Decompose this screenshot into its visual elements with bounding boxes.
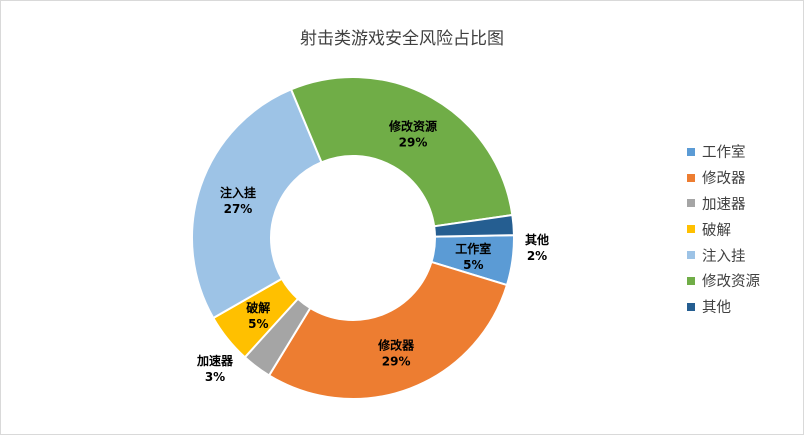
legend-item: 修改资源 bbox=[687, 268, 760, 294]
slice-修改器 bbox=[267, 260, 509, 400]
legend-swatch bbox=[687, 199, 695, 208]
legend-swatch bbox=[687, 276, 695, 285]
data-label-value: 27% bbox=[224, 202, 253, 216]
data-label-name: 注入挂 bbox=[220, 185, 256, 200]
legend-item: 加速器 bbox=[687, 191, 760, 217]
data-label-name: 其他 bbox=[525, 232, 549, 247]
data-label-value: 29% bbox=[399, 135, 428, 149]
legend-label: 修改资源 bbox=[702, 274, 760, 291]
data-label-value: 29% bbox=[382, 355, 411, 369]
data-label-value: 5% bbox=[248, 317, 268, 331]
data-label-name: 工作室 bbox=[455, 241, 491, 256]
slice-修改资源 bbox=[289, 76, 514, 228]
data-label-name: 修改器 bbox=[377, 338, 415, 353]
legend-item: 其他 bbox=[687, 294, 760, 320]
legend-label: 其他 bbox=[702, 300, 731, 317]
legend-swatch bbox=[687, 302, 695, 311]
slice-其他 bbox=[433, 213, 515, 238]
data-label-value: 2% bbox=[527, 249, 547, 263]
chart-legend: 工作室修改器加速器破解注入挂修改资源其他 bbox=[687, 139, 760, 320]
data-label-value: 3% bbox=[205, 370, 225, 384]
legend-swatch bbox=[687, 147, 695, 156]
legend-item: 修改器 bbox=[687, 165, 760, 191]
data-label-name: 修改资源 bbox=[388, 118, 437, 133]
chart-title: 射击类游戏安全风险占比图 bbox=[300, 29, 504, 49]
legend-item: 破解 bbox=[687, 216, 760, 242]
slice-注入挂 bbox=[191, 88, 323, 320]
legend-label: 注入挂 bbox=[702, 248, 746, 265]
legend-label: 工作室 bbox=[702, 145, 746, 162]
legend-label: 破解 bbox=[702, 222, 731, 239]
legend-label: 修改器 bbox=[702, 171, 746, 188]
data-label-name: 破解 bbox=[246, 300, 270, 315]
legend-swatch bbox=[687, 251, 695, 260]
legend-swatch bbox=[687, 225, 695, 234]
legend-swatch bbox=[687, 173, 695, 182]
data-label-name: 加速器 bbox=[196, 353, 234, 368]
legend-item: 注入挂 bbox=[687, 242, 760, 268]
legend-item: 工作室 bbox=[687, 139, 760, 165]
data-label-value: 5% bbox=[463, 258, 483, 272]
legend-label: 加速器 bbox=[702, 196, 746, 213]
